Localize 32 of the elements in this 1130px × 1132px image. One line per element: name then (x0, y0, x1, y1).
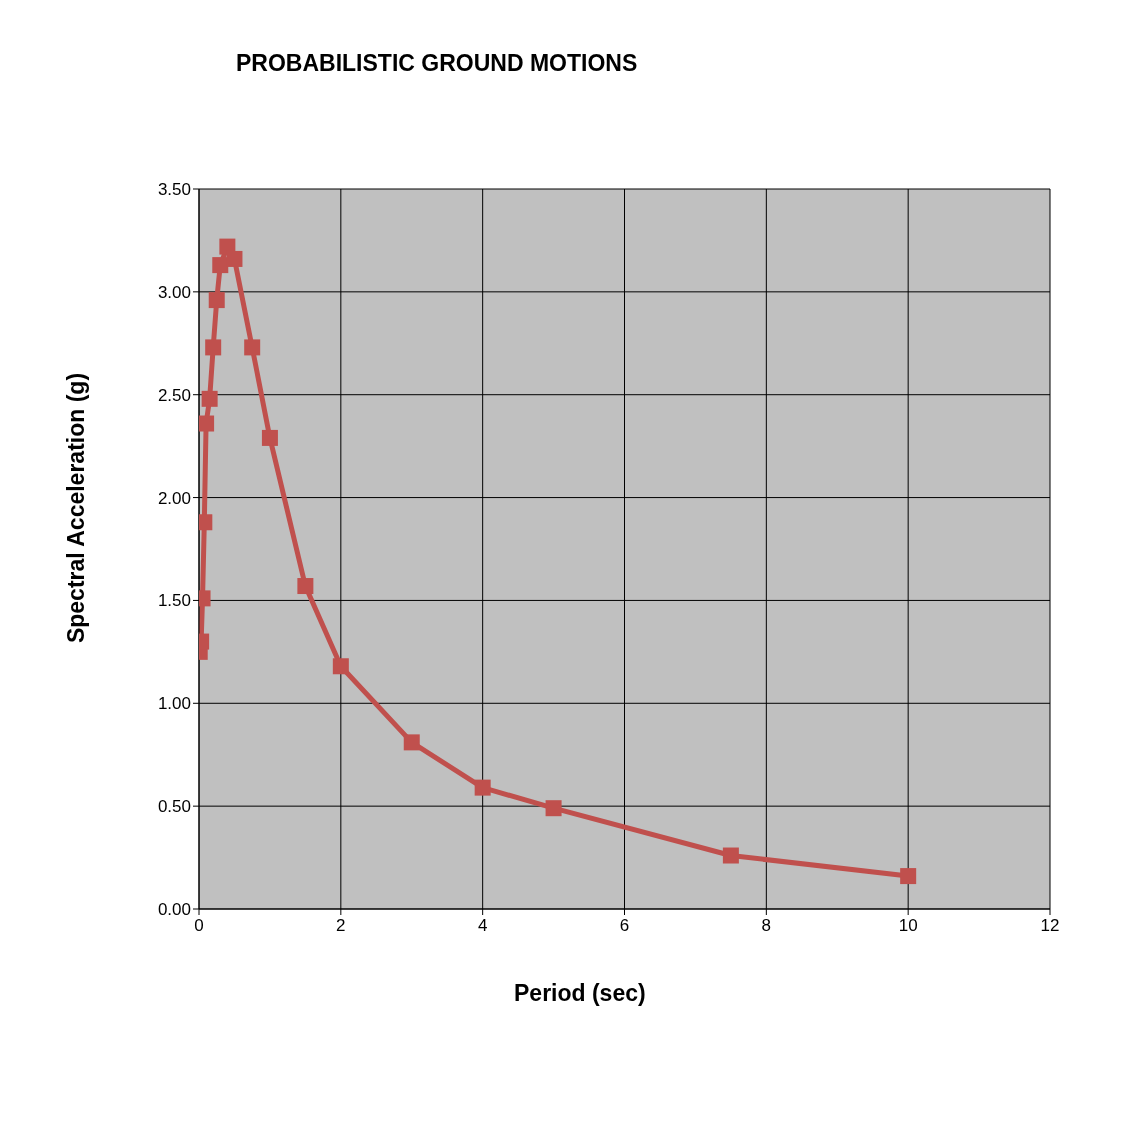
point (403, 734, 420, 751)
y-tick-label: 2.50 (157, 385, 191, 405)
x-tick-label: 0 (194, 916, 204, 935)
x-tick-label: 6 (619, 916, 630, 935)
y-tick-label: 1.00 (157, 694, 191, 714)
point (332, 658, 349, 675)
y-tick-label: 2.00 (157, 488, 191, 508)
x-tick-label: 10 (898, 916, 918, 935)
point (201, 390, 218, 407)
y-tick-label: 3.50 (157, 180, 191, 200)
chart-title: PROBABILISTIC GROUND MOTIONS (236, 50, 638, 77)
x-tick-label: 8 (761, 916, 772, 935)
x-axis-title: Period (sec) (514, 980, 646, 1007)
y-axis-title: Spectral Acceleration (g) (62, 372, 90, 644)
point (722, 847, 739, 864)
point (208, 292, 225, 309)
point (199, 415, 215, 432)
point (297, 578, 314, 595)
point (212, 257, 229, 274)
y-tick-label: 3.00 (157, 282, 191, 302)
x-tick-label: 4 (477, 916, 488, 935)
x-tick-label: 2 (336, 916, 346, 935)
x-tick-label: 12 (1040, 916, 1060, 935)
point (474, 779, 491, 796)
point (205, 339, 222, 356)
point (261, 429, 278, 446)
point (545, 800, 562, 817)
point (900, 868, 917, 885)
y-tick-label: 0.00 (157, 900, 191, 920)
point (244, 339, 261, 356)
y-tick-label: 0.50 (157, 797, 191, 817)
y-tick-label: 1.50 (157, 591, 191, 611)
